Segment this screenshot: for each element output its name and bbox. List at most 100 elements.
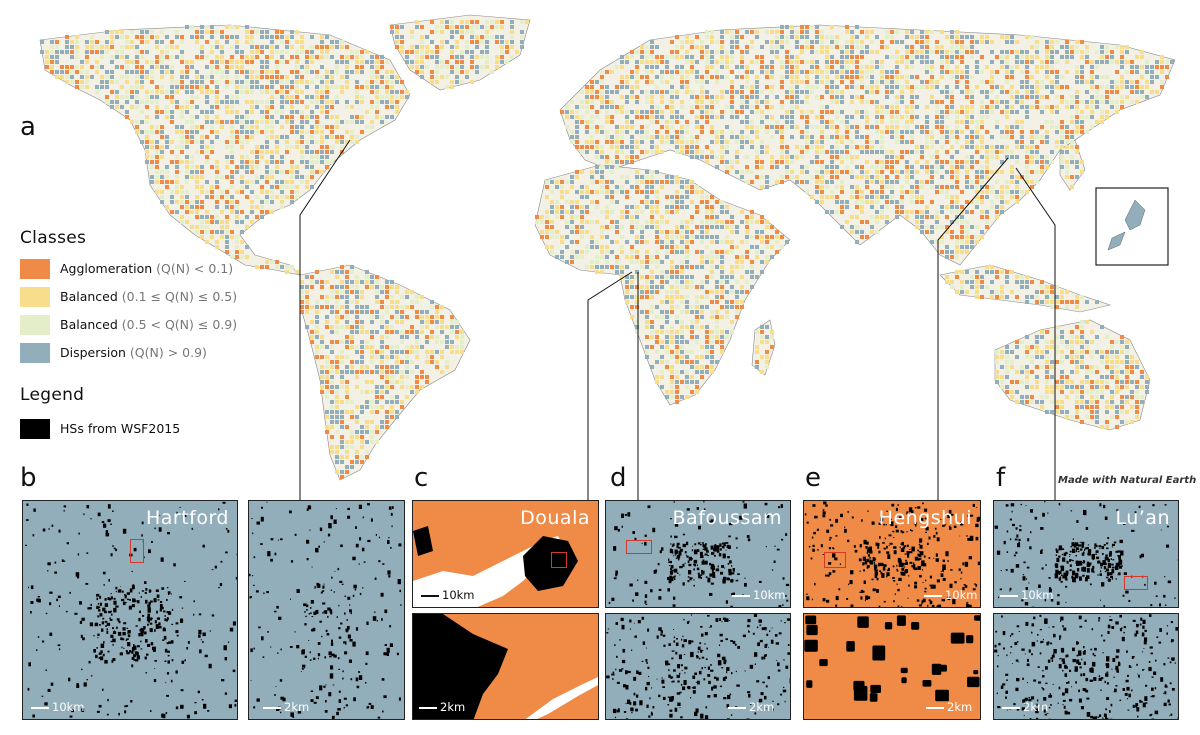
grid-cell: [985, 285, 989, 289]
grid-cell: [950, 105, 954, 109]
grid-cell: [370, 275, 374, 279]
grid-cell: [855, 135, 859, 139]
grid-cell: [635, 220, 639, 224]
grid-cell: [980, 55, 984, 59]
grid-cell: [680, 150, 684, 154]
grid-cell: [1000, 210, 1004, 214]
grid-cell: [205, 210, 209, 214]
grid-cell: [740, 135, 744, 139]
grid-cell: [890, 40, 894, 44]
grid-cell: [230, 135, 234, 139]
grid-cell: [310, 110, 314, 114]
grid-cell: [760, 115, 764, 119]
grid-cell: [195, 200, 199, 204]
grid-cell: [950, 220, 954, 224]
grid-cell: [875, 115, 879, 119]
grid-cell: [615, 230, 619, 234]
grid-cell: [300, 50, 304, 54]
grid-cell: [220, 45, 224, 49]
grid-cell: [840, 225, 844, 229]
grid-cell: [1055, 50, 1059, 54]
grid-cell: [780, 140, 784, 144]
grid-cell: [680, 300, 684, 304]
grid-cell: [775, 35, 779, 39]
grid-cell: [665, 60, 669, 64]
grid-cell: [155, 45, 159, 49]
grid-cell: [715, 240, 719, 244]
grid-cell: [1005, 35, 1009, 39]
grid-cell: [870, 150, 874, 154]
grid-cell: [740, 285, 744, 289]
grid-cell: [755, 135, 759, 139]
grid-cell: [125, 40, 129, 44]
grid-cell: [280, 60, 284, 64]
grid-cell: [1015, 95, 1019, 99]
grid-cell: [970, 185, 974, 189]
grid-cell: [635, 240, 639, 244]
grid-cell: [240, 250, 244, 254]
grid-cell: [260, 265, 264, 269]
grid-cell: [975, 50, 979, 54]
grid-cell: [740, 50, 744, 54]
grid-cell: [645, 170, 649, 174]
grid-cell: [965, 220, 969, 224]
grid-cell: [355, 90, 359, 94]
grid-cell: [1005, 80, 1009, 84]
grid-cell: [860, 85, 864, 89]
grid-cell: [1080, 345, 1084, 349]
grid-cell: [315, 300, 319, 304]
grid-cell: [1040, 170, 1044, 174]
grid-cell: [305, 55, 309, 59]
grid-cell: [740, 260, 744, 264]
grid-cell: [910, 30, 914, 34]
grid-cell: [370, 70, 374, 74]
grid-cell: [315, 140, 319, 144]
grid-cell: [400, 50, 404, 54]
grid-cell: [765, 130, 769, 134]
grid-cell: [340, 325, 344, 329]
grid-cell: [940, 125, 944, 129]
grid-cell: [740, 95, 744, 99]
grid-cell: [785, 145, 789, 149]
grid-cell: [160, 75, 164, 79]
grid-cell: [1070, 145, 1074, 149]
grid-cell: [845, 25, 849, 29]
grid-cell: [1125, 80, 1129, 84]
grid-cell: [205, 215, 209, 219]
grid-cell: [590, 115, 594, 119]
grid-cell: [660, 315, 664, 319]
grid-cell: [835, 130, 839, 134]
grid-cell: [55, 70, 59, 74]
grid-cell: [675, 230, 679, 234]
grid-cell: [880, 70, 884, 74]
grid-cell: [805, 70, 809, 74]
grid-cell: [850, 170, 854, 174]
grid-cell: [225, 75, 229, 79]
grid-cell: [600, 75, 604, 79]
grid-cell: [695, 265, 699, 269]
grid-cell: [600, 235, 604, 239]
grid-cell: [640, 295, 644, 299]
grid-cell: [1055, 110, 1059, 114]
grid-cell: [1115, 350, 1119, 354]
grid-cell: [400, 340, 404, 344]
grid-cell: [895, 100, 899, 104]
grid-cell: [1035, 355, 1039, 359]
grid-cell: [345, 65, 349, 69]
grid-cell: [750, 275, 754, 279]
grid-cell: [800, 100, 804, 104]
grid-cell: [185, 145, 189, 149]
grid-cell: [685, 190, 689, 194]
grid-cell: [370, 125, 374, 129]
grid-cell: [845, 165, 849, 169]
grid-cell: [635, 155, 639, 159]
grid-cell: [485, 50, 489, 54]
grid-cell: [710, 215, 714, 219]
grid-cell: [1040, 65, 1044, 69]
grid-cell: [1015, 280, 1019, 284]
grid-cell: [650, 95, 654, 99]
grid-cell: [825, 110, 829, 114]
grid-cell: [1090, 110, 1094, 114]
grid-cell: [1080, 120, 1084, 124]
grid-cell: [1105, 75, 1109, 79]
